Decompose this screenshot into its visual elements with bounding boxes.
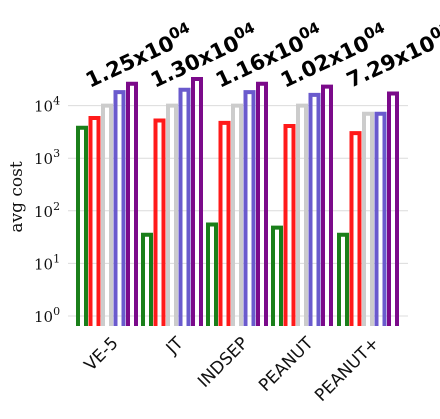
bar-peanut-3 <box>308 92 321 326</box>
bar-peanut-2 <box>296 103 308 326</box>
bar-peanut--4 <box>387 91 399 326</box>
y-tick-label: 103 <box>34 147 60 168</box>
bar-peanut-1 <box>283 123 296 326</box>
y-tick-label: 102 <box>34 200 60 221</box>
bars <box>76 77 399 326</box>
bar-jt-4 <box>191 77 203 326</box>
bar-indsep-2 <box>231 103 243 326</box>
x-tick-label: JT <box>162 333 188 359</box>
bar-jt-3 <box>178 87 191 326</box>
y-tick-label: 101 <box>34 252 60 273</box>
x-tick-label: INDSEP <box>194 333 252 391</box>
bar-peanut-4 <box>321 84 333 326</box>
bar-peanut-0 <box>271 225 283 326</box>
bar-peanut--2 <box>362 111 374 326</box>
gridlines <box>68 105 408 317</box>
bar-ve-5-1 <box>88 116 101 326</box>
x-tick-label: PEANUT+ <box>311 333 383 405</box>
bar-indsep-4 <box>256 81 268 326</box>
y-tick-labels: 100 101 102 103 104 <box>34 95 60 326</box>
bar-jt-1 <box>153 118 166 326</box>
y-tick-label: 104 <box>34 95 60 116</box>
bar-indsep-3 <box>243 90 256 326</box>
y-axis-label: avg cost <box>7 161 27 233</box>
bar-peanut--3 <box>374 111 387 326</box>
annotations: 1.25x10041.30x10041.16x10041.02x10047.29… <box>82 18 440 92</box>
bar-ve-5-2 <box>101 103 113 326</box>
x-tick-label: VE-5 <box>81 333 123 375</box>
bar-jt-0 <box>141 232 153 326</box>
bar-indsep-0 <box>206 222 218 326</box>
bar-ve-5-4 <box>126 81 138 326</box>
bar-indsep-1 <box>218 120 231 326</box>
bar-jt-2 <box>166 103 178 326</box>
bar-peanut--0 <box>337 232 349 326</box>
y-tick-label: 100 <box>34 305 60 326</box>
x-tick-label: PEANUT <box>255 333 318 396</box>
bar-ve-5-3 <box>113 90 126 326</box>
bar-peanut--1 <box>349 131 362 326</box>
bar-ve-5-0 <box>76 125 88 326</box>
